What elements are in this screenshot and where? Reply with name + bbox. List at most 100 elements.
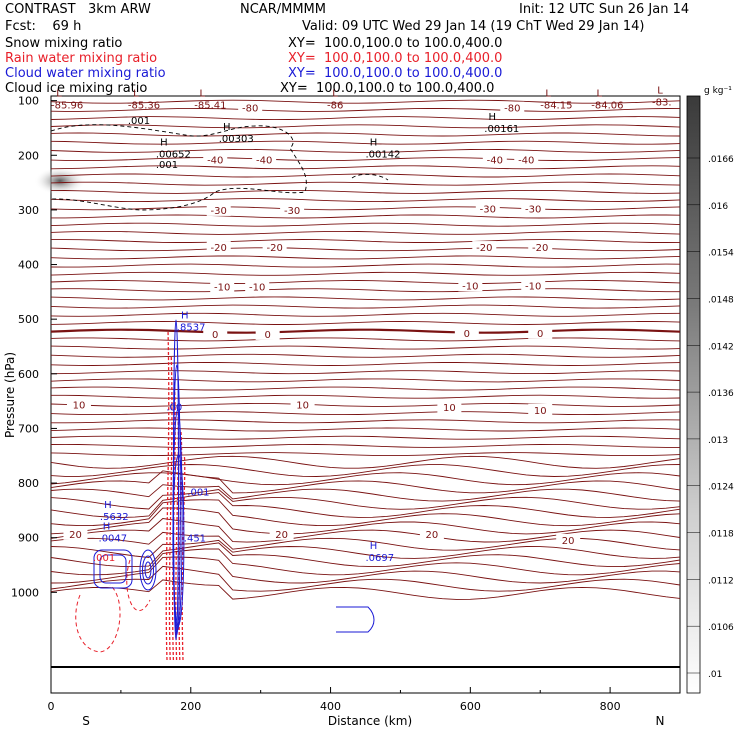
temperature-contour-line <box>50 345 681 350</box>
temperature-contour-line <box>50 189 681 194</box>
cloud-water-contour <box>172 454 185 626</box>
temperature-label: 0 <box>464 329 470 340</box>
temperature-label: -40 <box>518 156 534 167</box>
temperature-contour-line <box>50 411 681 416</box>
temperature-contour-line <box>50 157 681 162</box>
contour-value-label: .00 <box>166 403 182 414</box>
org-label: NCAR/MMMM <box>240 2 326 17</box>
y-tick-label: 500 <box>18 313 39 326</box>
temperature-contour-line <box>50 470 681 494</box>
temperature-label: -30 <box>525 204 541 215</box>
x-tick-label: 400 <box>320 700 341 713</box>
contour-labels: -80 -80 -40 -40 -40 -40 -30 -30 -30 -30 -20 -20 -20 -… <box>51 86 672 564</box>
y-tick-label: 200 <box>18 149 39 162</box>
extremum-value: .0697 <box>366 553 395 564</box>
temperature-label-bg <box>419 527 444 540</box>
temperature-label: -10 <box>214 282 230 293</box>
temperature-label-bg <box>262 241 287 254</box>
cloud-ice-contour <box>50 124 307 211</box>
temperature-contour-line <box>50 296 681 301</box>
x-tick-label: 800 <box>600 700 621 713</box>
temperature-contour-line <box>50 443 680 448</box>
temperature-label-bg <box>437 401 462 414</box>
temperature-contour-line <box>50 280 681 284</box>
y-tick-label: 800 <box>18 477 39 490</box>
extremum-value: -86 <box>327 100 343 111</box>
extremum-type: H <box>223 122 231 133</box>
colorbar-unit: g kg⁻¹ <box>704 86 732 96</box>
y-axis-label: Pressure (hPa) <box>3 352 17 438</box>
temperature-label: -40 <box>487 156 503 167</box>
temperature-label: 10 <box>296 400 309 411</box>
temperature-contour-line <box>50 452 681 457</box>
temperature-label: -10 <box>525 281 541 292</box>
rain-contour <box>75 584 121 653</box>
temperature-contour-line <box>50 99 681 104</box>
extremum-value: .00161 <box>484 124 519 135</box>
y-tick-label: 700 <box>18 422 39 435</box>
temperature-contour-line <box>50 116 681 121</box>
extremum-type: L <box>133 88 139 99</box>
temperature-contours <box>50 99 681 668</box>
temperature-contour-line <box>50 263 681 268</box>
extremum-value: .00652 <box>156 150 191 161</box>
temperature-contour-line <box>50 518 681 543</box>
legend-cloudwater-label: Cloud water mixing ratio <box>5 66 166 81</box>
temperature-label-bg <box>556 533 581 546</box>
temperature-contour-line <box>50 427 681 432</box>
temperature-label-bg <box>454 326 479 339</box>
temperature-contour-line <box>50 455 681 469</box>
temperature-label: -30 <box>211 206 227 217</box>
temperature-label: -10 <box>462 281 478 292</box>
legend-cloudwater-xy: XY= 100.0,100.0 to 100.0,400.0 <box>288 66 503 81</box>
temperature-label: -20 <box>211 243 227 254</box>
contour-value-label: .001 <box>93 553 115 564</box>
colorbar-bar <box>686 95 701 694</box>
extremum-value: .5632 <box>100 512 129 523</box>
cloud-water-contour <box>93 549 133 589</box>
temperature-contour-line <box>50 247 681 252</box>
temperature-label: -40 <box>207 156 223 167</box>
temperature-contour-line <box>50 255 681 260</box>
temperature-contour-line <box>50 230 681 235</box>
temperature-contour-line <box>51 419 681 424</box>
init-time: Init: 12 UTC Sun 26 Jan 14 <box>519 2 690 17</box>
extremum-type: H <box>370 541 378 552</box>
extremum-value: .8537 <box>177 322 206 333</box>
cloud-ice-contours <box>50 124 389 211</box>
y-tick-label: 1000 <box>11 586 39 599</box>
legend-snow-xy: XY= 100.0,100.0 to 100.0,400.0 <box>288 36 503 51</box>
temperature-label: -20 <box>476 243 492 254</box>
colorbar-ticks: .0166 .016 .0154 .0148 .0142 .0136 .013 .0124 .0… <box>687 155 734 680</box>
colorbar-tick-label: .0106 <box>708 623 734 633</box>
rain-contour <box>168 354 173 661</box>
rain-contour <box>126 559 151 612</box>
y-tick-label: 100 <box>18 95 39 108</box>
colorbar-tick-label: .0142 <box>708 342 734 352</box>
temperature-contour-line <box>51 394 681 399</box>
cloud-water-contour <box>336 606 375 633</box>
colorbar-tick-label: .0136 <box>708 389 734 399</box>
y-tick-label: 400 <box>18 259 39 272</box>
temperature-label-bg <box>521 279 546 292</box>
temperature-label: -80 <box>242 104 258 115</box>
temperature-label-bg <box>500 101 525 114</box>
temperature-contour-line <box>50 288 680 293</box>
temperature-contour-line <box>50 312 681 317</box>
extremum-value: .0047 <box>99 534 128 545</box>
contour-value-label: .451 <box>184 534 206 545</box>
contour-value-label: .001 <box>128 116 150 127</box>
x-tick-label: 200 <box>180 700 201 713</box>
cloud-ice-contour <box>351 173 389 181</box>
temperature-contour-line <box>51 214 681 219</box>
temperature-contour-line <box>50 328 681 334</box>
extremum-type: H <box>370 138 378 149</box>
temperature-contour-line <box>50 484 681 502</box>
temperature-label-bg <box>290 398 315 411</box>
cloud-water-contours <box>93 319 375 641</box>
colorbar-tick-label: .0124 <box>708 483 734 493</box>
extremum-type: H <box>181 310 189 321</box>
temperature-label: -30 <box>284 206 300 217</box>
temperature-label-bg <box>252 153 277 166</box>
